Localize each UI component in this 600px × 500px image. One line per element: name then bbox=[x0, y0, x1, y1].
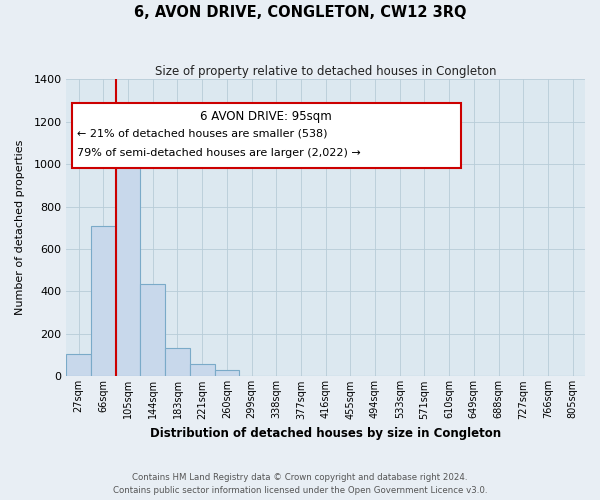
Bar bbox=[215, 370, 239, 376]
Bar bbox=[190, 364, 215, 376]
Bar bbox=[140, 284, 165, 376]
Text: ← 21% of detached houses are smaller (538): ← 21% of detached houses are smaller (53… bbox=[77, 128, 327, 138]
Text: 6, AVON DRIVE, CONGLETON, CW12 3RQ: 6, AVON DRIVE, CONGLETON, CW12 3RQ bbox=[134, 5, 466, 20]
FancyBboxPatch shape bbox=[71, 103, 461, 168]
X-axis label: Distribution of detached houses by size in Congleton: Distribution of detached houses by size … bbox=[150, 427, 501, 440]
Text: 79% of semi-detached houses are larger (2,022) →: 79% of semi-detached houses are larger (… bbox=[77, 148, 361, 158]
Bar bbox=[165, 348, 190, 376]
Text: 6 AVON DRIVE: 95sqm: 6 AVON DRIVE: 95sqm bbox=[200, 110, 332, 124]
Bar bbox=[116, 140, 140, 376]
Title: Size of property relative to detached houses in Congleton: Size of property relative to detached ho… bbox=[155, 65, 496, 78]
Bar bbox=[91, 226, 116, 376]
Bar bbox=[67, 354, 91, 376]
Y-axis label: Number of detached properties: Number of detached properties bbox=[15, 140, 25, 316]
Text: Contains HM Land Registry data © Crown copyright and database right 2024.
Contai: Contains HM Land Registry data © Crown c… bbox=[113, 474, 487, 495]
